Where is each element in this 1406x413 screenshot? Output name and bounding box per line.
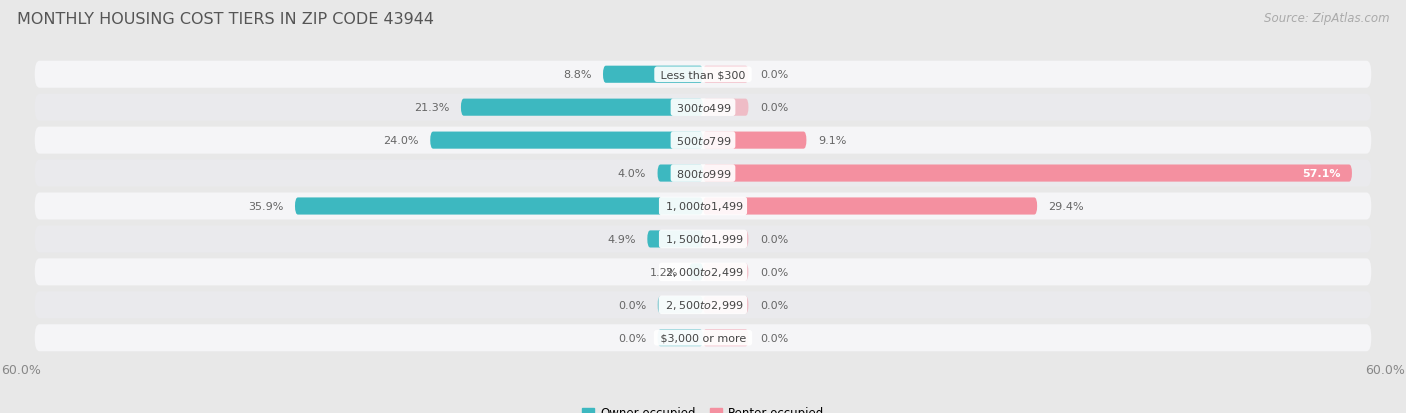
Text: $1,500 to $1,999: $1,500 to $1,999: [662, 233, 744, 246]
FancyBboxPatch shape: [703, 198, 1038, 215]
FancyBboxPatch shape: [35, 160, 1371, 187]
FancyBboxPatch shape: [35, 226, 1371, 253]
FancyBboxPatch shape: [295, 198, 703, 215]
Text: 4.9%: 4.9%: [607, 234, 636, 244]
Text: 1.2%: 1.2%: [650, 267, 678, 277]
FancyBboxPatch shape: [703, 132, 807, 150]
FancyBboxPatch shape: [35, 292, 1371, 318]
FancyBboxPatch shape: [658, 330, 703, 347]
Text: $3,000 or more: $3,000 or more: [657, 333, 749, 343]
FancyBboxPatch shape: [703, 330, 748, 347]
Text: 57.1%: 57.1%: [1302, 169, 1340, 179]
Text: 35.9%: 35.9%: [249, 202, 284, 211]
FancyBboxPatch shape: [703, 165, 1353, 182]
Text: 24.0%: 24.0%: [384, 136, 419, 146]
FancyBboxPatch shape: [689, 263, 703, 281]
Text: Less than $300: Less than $300: [657, 70, 749, 80]
Text: 0.0%: 0.0%: [617, 300, 647, 310]
Text: 0.0%: 0.0%: [759, 300, 789, 310]
FancyBboxPatch shape: [703, 297, 748, 313]
FancyBboxPatch shape: [35, 62, 1371, 88]
Text: 0.0%: 0.0%: [759, 333, 789, 343]
FancyBboxPatch shape: [35, 95, 1371, 121]
Text: 29.4%: 29.4%: [1049, 202, 1084, 211]
FancyBboxPatch shape: [647, 231, 703, 248]
FancyBboxPatch shape: [603, 66, 703, 83]
FancyBboxPatch shape: [461, 100, 703, 116]
FancyBboxPatch shape: [35, 259, 1371, 286]
Text: 0.0%: 0.0%: [759, 70, 789, 80]
FancyBboxPatch shape: [430, 132, 703, 150]
Text: 0.0%: 0.0%: [759, 234, 789, 244]
FancyBboxPatch shape: [35, 127, 1371, 154]
Text: $1,000 to $1,499: $1,000 to $1,499: [662, 200, 744, 213]
Legend: Owner-occupied, Renter-occupied: Owner-occupied, Renter-occupied: [581, 405, 825, 413]
FancyBboxPatch shape: [658, 165, 703, 182]
Text: $2,000 to $2,499: $2,000 to $2,499: [662, 266, 744, 279]
FancyBboxPatch shape: [703, 263, 748, 281]
FancyBboxPatch shape: [658, 297, 703, 313]
Text: 4.0%: 4.0%: [617, 169, 647, 179]
Text: MONTHLY HOUSING COST TIERS IN ZIP CODE 43944: MONTHLY HOUSING COST TIERS IN ZIP CODE 4…: [17, 12, 434, 27]
FancyBboxPatch shape: [35, 325, 1371, 351]
Text: 9.1%: 9.1%: [818, 136, 846, 146]
Text: $2,500 to $2,999: $2,500 to $2,999: [662, 299, 744, 311]
Text: 0.0%: 0.0%: [759, 267, 789, 277]
Text: 0.0%: 0.0%: [759, 103, 789, 113]
FancyBboxPatch shape: [703, 66, 748, 83]
Text: Source: ZipAtlas.com: Source: ZipAtlas.com: [1264, 12, 1389, 25]
Text: $800 to $999: $800 to $999: [673, 168, 733, 180]
Text: 0.0%: 0.0%: [617, 333, 647, 343]
FancyBboxPatch shape: [703, 100, 748, 116]
FancyBboxPatch shape: [35, 193, 1371, 220]
Text: $500 to $799: $500 to $799: [673, 135, 733, 147]
Text: 8.8%: 8.8%: [564, 70, 592, 80]
Text: $300 to $499: $300 to $499: [673, 102, 733, 114]
FancyBboxPatch shape: [703, 231, 748, 248]
Text: 21.3%: 21.3%: [415, 103, 450, 113]
